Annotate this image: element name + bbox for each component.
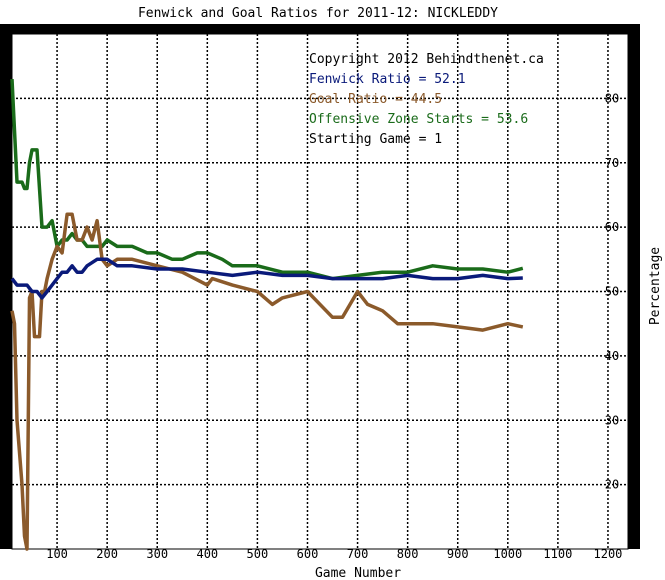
annotation-3: Offensive Zone Starts = 53.6 [309, 112, 528, 127]
x-tick-label-6: 700 [347, 547, 369, 561]
y-tick-label-6: 80 [605, 91, 619, 105]
x-tick-label-11: 1200 [594, 547, 623, 561]
x-axis-label: Game Number [315, 566, 401, 580]
annotation-4: Starting Game = 1 [309, 132, 442, 147]
y-tick-label-4: 60 [605, 220, 619, 234]
x-tick-label-9: 1000 [493, 547, 522, 561]
x-tick-label-1: 200 [96, 547, 118, 561]
x-tick-label-10: 1100 [543, 547, 572, 561]
y-tick-labels: 20 30 40 50 60 70 80 [605, 91, 619, 491]
y-axis-label: Percentage [648, 247, 663, 325]
y-tick-label-5: 70 [605, 156, 619, 170]
x-tick-label-4: 500 [247, 547, 269, 561]
x-tick-label-8: 900 [447, 547, 469, 561]
annotation-2: Goal Ratio = 44.5 [309, 92, 442, 107]
series-line-fenwick-ratio [10, 257, 523, 300]
y-tick-label-3: 50 [605, 285, 619, 299]
y-tick-label-0: 20 [605, 478, 619, 492]
x-tick-label-0: 100 [46, 547, 68, 561]
series-line-goal-ratio [10, 212, 524, 551]
x-tick-label-5: 600 [297, 547, 319, 561]
x-tick-label-2: 300 [146, 547, 168, 561]
series-lines [10, 79, 524, 551]
x-tick-labels: 100 200 300 400 500 600 700 800 900 1000 1100 1200 [46, 547, 622, 561]
annotation-0: Copyright 2012 Behindthenet.ca [309, 52, 544, 67]
chart-title: Fenwick and Goal Ratios for 2011-12: NIC… [138, 6, 498, 21]
x-tick-label-3: 400 [196, 547, 218, 561]
y-tick-label-2: 40 [605, 349, 619, 363]
y-tick-label-1: 30 [605, 413, 619, 427]
annotation-1: Fenwick Ratio = 52.1 [309, 72, 466, 87]
annotations: Copyright 2012 Behindthenet.ca Fenwick Ra… [309, 52, 544, 147]
x-tick-label-7: 800 [397, 547, 419, 561]
